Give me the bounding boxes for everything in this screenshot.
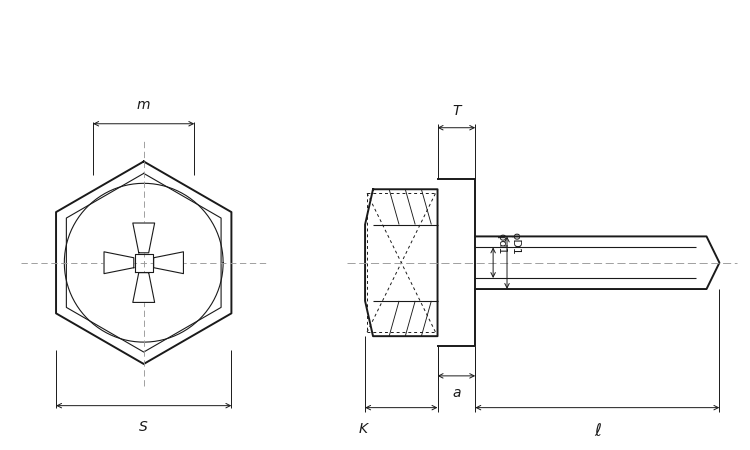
Text: a: a bbox=[452, 386, 460, 400]
Polygon shape bbox=[104, 252, 134, 274]
Polygon shape bbox=[133, 273, 154, 302]
Text: S: S bbox=[140, 419, 148, 433]
Text: φd1: φd1 bbox=[496, 233, 506, 255]
Text: φD1: φD1 bbox=[510, 232, 520, 255]
Polygon shape bbox=[133, 223, 154, 253]
Text: m: m bbox=[137, 98, 151, 112]
Text: T: T bbox=[452, 104, 460, 118]
Text: ℓ: ℓ bbox=[594, 422, 601, 440]
Polygon shape bbox=[154, 252, 184, 274]
Text: K: K bbox=[358, 422, 368, 436]
